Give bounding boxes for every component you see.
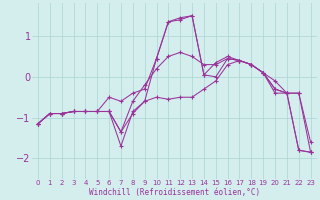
X-axis label: Windchill (Refroidissement éolien,°C): Windchill (Refroidissement éolien,°C) (89, 188, 260, 197)
